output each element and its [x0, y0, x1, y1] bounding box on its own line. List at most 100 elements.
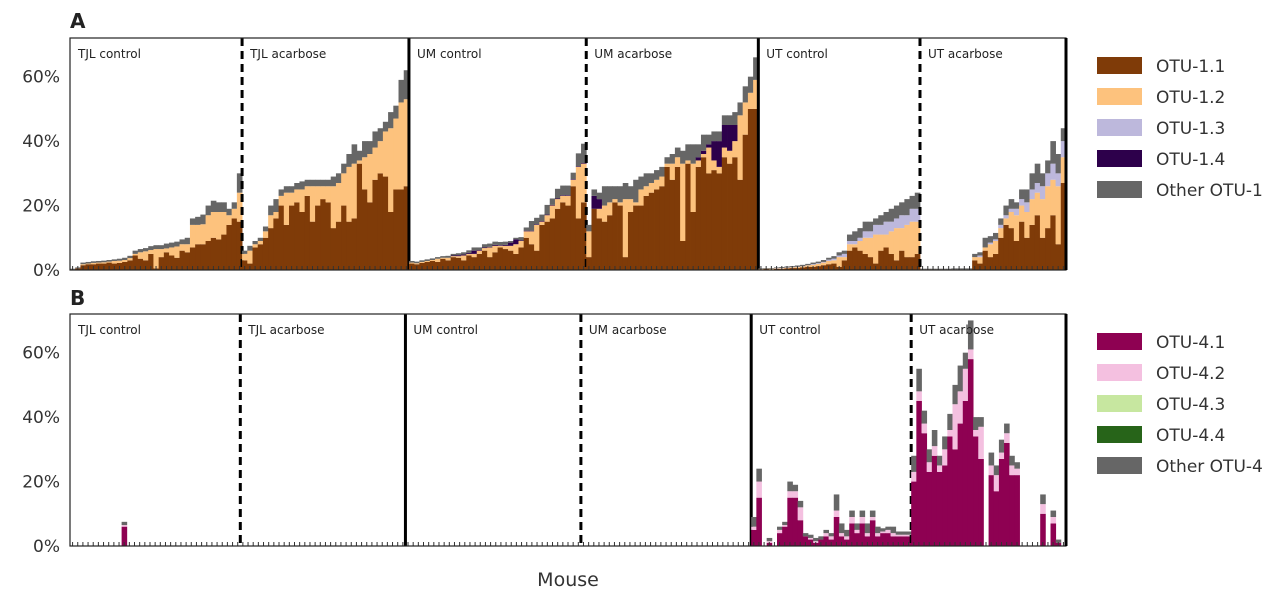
bar-segment	[440, 257, 446, 259]
bar-segment	[393, 189, 399, 270]
bar-segment	[732, 112, 738, 125]
bar-segment	[424, 261, 431, 270]
bar-segment	[116, 260, 123, 263]
bar-segment	[680, 241, 686, 270]
bar-segment	[982, 247, 989, 251]
bar-segment	[1040, 494, 1046, 505]
group-label: TJL acarbose	[247, 323, 324, 337]
bar-segment	[880, 531, 886, 534]
bar-segment	[601, 186, 608, 206]
bar-segment	[797, 500, 804, 508]
bar-segment	[195, 224, 201, 245]
bar-segment	[169, 247, 175, 256]
bar-segment	[993, 465, 1000, 476]
bar-segment	[471, 257, 478, 270]
bar-segment	[952, 449, 959, 546]
bar-segment	[1055, 154, 1062, 174]
bar-segment	[570, 179, 577, 187]
bar-segment	[1008, 208, 1015, 212]
bar-segment	[831, 256, 837, 259]
bar-segment	[857, 250, 864, 270]
bar-segment	[481, 248, 488, 251]
bar-segment	[601, 205, 608, 222]
bar-segment	[403, 99, 410, 187]
bar-segment	[878, 234, 884, 251]
bar-segment	[513, 237, 519, 240]
bar-segment	[534, 250, 540, 270]
bar-segment	[654, 179, 660, 190]
bar-segment	[513, 244, 519, 254]
bar-segment	[857, 241, 864, 251]
bar-segment	[1019, 205, 1025, 222]
bar-segment	[1050, 141, 1056, 164]
bar-segment	[947, 413, 953, 430]
bar-segment	[1040, 513, 1046, 546]
legend-b: OTU-4.1 OTU-4.2 OTU-4.3 OTU-4.4 Other OTU-4	[1097, 333, 1263, 477]
bar-segment	[419, 260, 425, 262]
bar-segment	[471, 253, 478, 258]
bar-segment	[909, 257, 916, 270]
bar-segment	[867, 257, 874, 270]
bar-segment	[1050, 163, 1056, 180]
bar-segment	[581, 143, 587, 164]
bar-segment	[815, 263, 822, 267]
bar-segment	[742, 134, 749, 270]
bar-segment	[900, 531, 907, 535]
bar-segment	[878, 224, 884, 235]
bar-segment	[931, 455, 938, 546]
bar-segment	[273, 199, 279, 212]
bar-segment	[883, 247, 890, 270]
bar-segment	[823, 533, 830, 537]
bar-segment	[549, 198, 556, 205]
bar-segment	[607, 186, 613, 203]
bar-segment	[633, 202, 639, 206]
bar-segment	[247, 250, 253, 264]
bar-segment	[492, 252, 498, 270]
bar-segment	[424, 260, 431, 262]
bar-segment	[189, 218, 196, 225]
bar-segment	[335, 221, 342, 270]
legend-label: OTU-4.3	[1156, 395, 1225, 415]
bar-segment	[570, 172, 577, 180]
bar-segment	[179, 250, 186, 270]
bar-segment	[122, 261, 128, 270]
bar-segment	[121, 521, 128, 526]
bar-segment	[1055, 539, 1062, 543]
bar-segment	[304, 195, 311, 270]
group-label: UM acarbose	[594, 47, 672, 61]
bar-segment	[890, 533, 897, 537]
bar-segment	[867, 237, 874, 258]
y-tick-label: 0%	[33, 261, 60, 281]
bar-segment	[461, 252, 467, 255]
bar-segment	[528, 244, 535, 270]
bar-segment	[612, 202, 618, 270]
bar-segment	[528, 221, 535, 231]
bar-segment	[377, 173, 384, 270]
bar-segment	[695, 157, 702, 161]
bar-segment	[591, 208, 598, 270]
bar-segment	[398, 79, 405, 103]
bar-segment	[931, 430, 938, 447]
bar-segment	[1009, 465, 1015, 476]
bar-segment	[690, 212, 697, 270]
legend-label: OTU-1.3	[1156, 119, 1225, 139]
bar-segment	[450, 255, 457, 257]
bar-segment	[294, 183, 300, 190]
bar-segment	[481, 250, 488, 270]
bar-segment	[252, 247, 259, 270]
bar-segment	[471, 247, 478, 251]
bar-segment	[859, 510, 866, 517]
legend-label: OTU-4.1	[1156, 333, 1225, 353]
bar-segment	[435, 257, 441, 259]
bar-segment	[852, 241, 858, 245]
bar-segment	[226, 215, 233, 225]
bar-segment	[942, 436, 948, 450]
bar-segment	[711, 131, 718, 142]
bar-segment	[753, 79, 759, 109]
bar-segment	[883, 221, 890, 235]
bar-segment	[685, 160, 691, 164]
y-tick-label: 60%	[22, 68, 60, 88]
bar-segment	[885, 526, 891, 530]
bar-segment	[852, 231, 858, 241]
bar-segment	[700, 154, 707, 158]
